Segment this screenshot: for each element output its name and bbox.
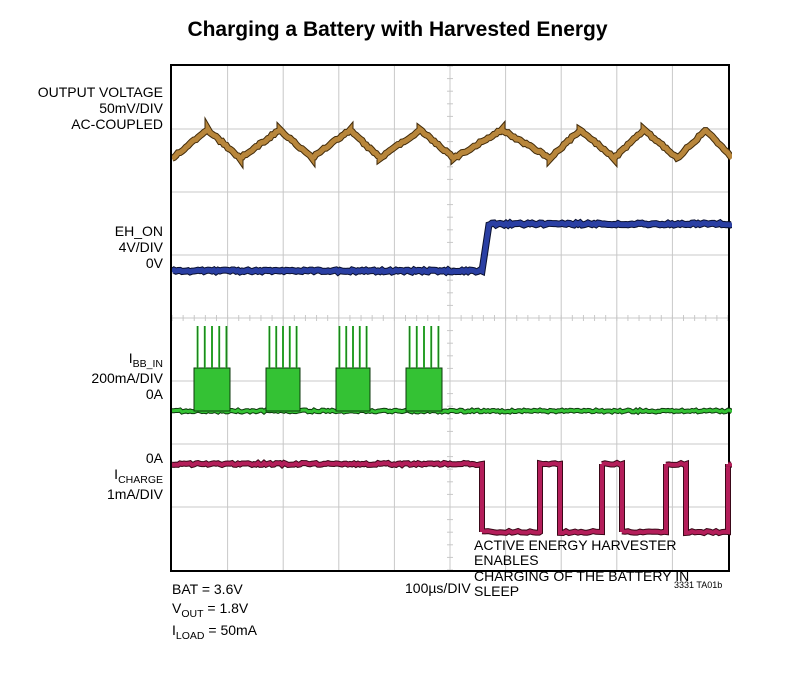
conditions-block: BAT = 3.6VVOUT = 1.8VILOAD = 50mA [172, 580, 257, 643]
label-icharge: 0AICHARGE1mA/DIV [107, 450, 163, 502]
label-ibb-in: IBB_IN200mA/DIV0A [91, 350, 163, 402]
label-eh-on: EH_ON4V/DIV0V [115, 223, 163, 271]
chart-title: Charging a Battery with Harvested Energy [0, 0, 795, 52]
figure-id: 3331 TA01b [674, 580, 722, 590]
x-axis-label: 100µs/DIV [405, 580, 471, 596]
oscilloscope-plot: ACTIVE ENERGY HARVESTER ENABLESCHARGING … [170, 64, 730, 572]
label-output-voltage: OUTPUT VOLTAGE50mV/DIVAC-COUPLED [38, 84, 163, 132]
trace-icharge [172, 66, 732, 574]
annotation-text: ACTIVE ENERGY HARVESTER ENABLESCHARGING … [474, 538, 728, 600]
